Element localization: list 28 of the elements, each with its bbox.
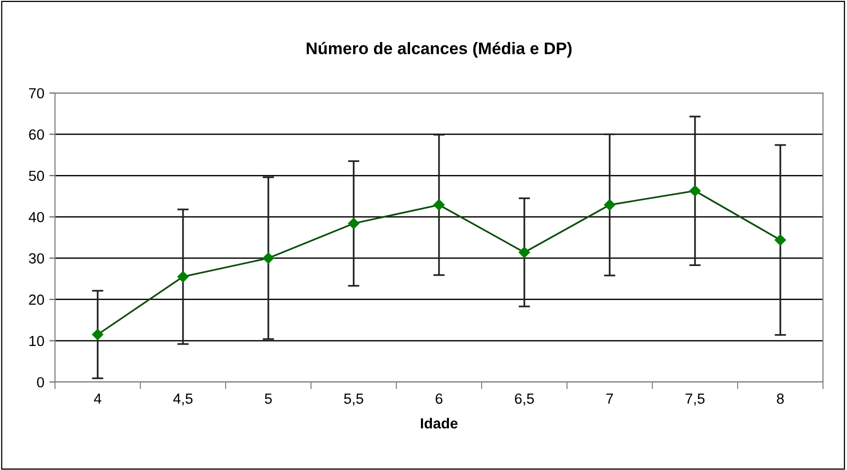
point [689, 185, 701, 196]
x-tick-label: 4 [94, 394, 102, 404]
y-tick-label: 50 [28, 170, 44, 181]
y-tick-label: 0 [37, 377, 44, 388]
chart-title: Número de alcances (Média e DP) [306, 42, 572, 58]
point [262, 252, 274, 264]
point [518, 246, 530, 258]
y-tick-label: 20 [29, 294, 44, 305]
y-tick-label: 60 [29, 129, 44, 140]
point [774, 234, 786, 246]
y-tick-label: 40 [28, 212, 44, 222]
x-tick-label: 5,5 [344, 394, 364, 406]
y-tick-label: 30 [28, 253, 44, 264]
x-tick-label: 4,5 [173, 394, 193, 406]
point [348, 218, 360, 230]
y-tick-label: 70 [29, 88, 44, 98]
point [433, 199, 445, 210]
x-axis-title: Idade [420, 418, 458, 429]
point [604, 199, 616, 210]
x-tick-label: 7,5 [686, 394, 705, 406]
point [177, 271, 189, 282]
x-tick-label: 7 [606, 394, 613, 404]
x-tick-label: 6,5 [514, 393, 534, 406]
x-tick-label: 6 [436, 393, 442, 404]
x-tick-label: 8 [776, 393, 784, 404]
point [92, 328, 104, 340]
x-tick-label: 5 [264, 394, 272, 404]
y-tick-label: 10 [29, 336, 44, 346]
